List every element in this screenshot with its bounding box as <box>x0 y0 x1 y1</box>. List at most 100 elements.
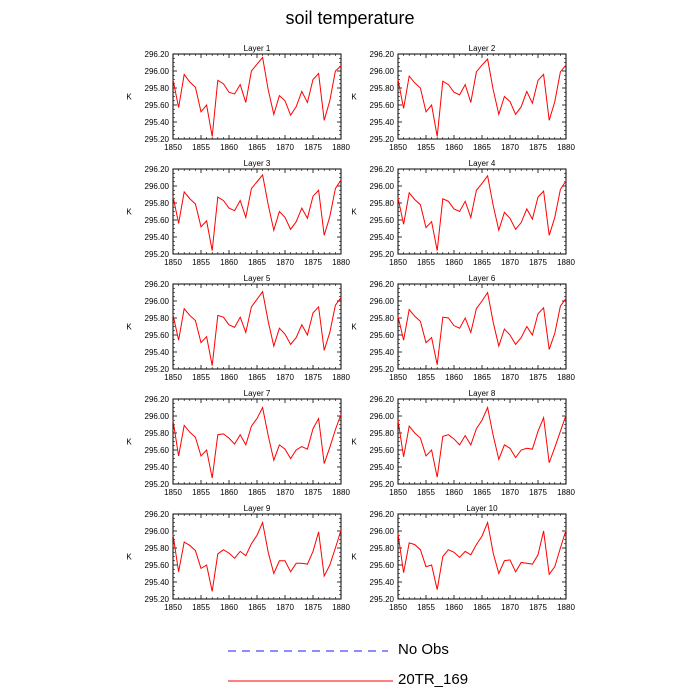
panel-frame <box>172 513 342 600</box>
x-tick-label: 1880 <box>332 258 350 267</box>
x-tick-label: 1870 <box>501 488 519 497</box>
x-tick-label: 1865 <box>248 143 266 152</box>
y-axis-label: K <box>126 208 132 217</box>
x-tick-label: 1850 <box>389 258 407 267</box>
x-tick-label: 1880 <box>332 373 350 382</box>
x-tick-label: 1850 <box>389 603 407 612</box>
x-tick-label: 1880 <box>557 603 575 612</box>
y-axis-label: K <box>351 93 357 102</box>
x-tick-label: 1875 <box>529 143 547 152</box>
x-tick-label: 1875 <box>304 143 322 152</box>
y-tick-label: 295.80 <box>370 429 395 438</box>
panel-frame <box>397 398 567 485</box>
y-tick-label: 296.20 <box>370 395 395 404</box>
y-tick-label: 295.20 <box>145 480 170 489</box>
x-tick-label: 1870 <box>501 603 519 612</box>
x-tick-label: 1865 <box>473 258 491 267</box>
y-tick-label: 296.20 <box>370 280 395 289</box>
x-tick-label: 1875 <box>304 488 322 497</box>
panel-frame <box>397 53 567 140</box>
x-tick-label: 1880 <box>557 373 575 382</box>
x-tick-label: 1875 <box>529 258 547 267</box>
x-tick-label: 1850 <box>389 488 407 497</box>
y-tick-label: 296.20 <box>145 510 170 519</box>
y-tick-label: 295.80 <box>370 84 395 93</box>
y-tick-label: 295.60 <box>370 446 395 455</box>
x-tick-label: 1855 <box>192 603 210 612</box>
panel-frame <box>397 283 567 370</box>
y-axis-label: K <box>351 208 357 217</box>
panel-layer-9: Layer 9 K 1850 1855 1860 1865 1870 1875 1880 295.… <box>126 504 350 612</box>
x-tick-label: 1860 <box>220 143 238 152</box>
panel-title: Layer 5 <box>244 274 271 283</box>
panel-frame <box>172 398 342 485</box>
y-axis-label: K <box>351 323 357 332</box>
series-line-20tr-169 <box>172 56 342 137</box>
y-tick-label: 295.20 <box>370 480 395 489</box>
y-axis-label: K <box>351 438 357 447</box>
y-tick-label: 295.20 <box>145 135 170 144</box>
x-tick-label: 1870 <box>501 373 519 382</box>
y-tick-label: 296.00 <box>145 182 170 191</box>
x-tick-label: 1850 <box>389 143 407 152</box>
y-tick-label: 296.00 <box>370 297 395 306</box>
x-tick-label: 1855 <box>417 488 435 497</box>
y-tick-label: 295.60 <box>145 216 170 225</box>
y-tick-label: 296.00 <box>145 527 170 536</box>
y-axis-label: K <box>351 553 357 562</box>
x-tick-label: 1865 <box>473 488 491 497</box>
panel-layer-3: Layer 3 K 1850 1855 1860 1865 1870 1875 1880 295.… <box>126 159 350 267</box>
y-tick-label: 296.00 <box>370 182 395 191</box>
x-tick-label: 1880 <box>557 143 575 152</box>
y-tick-label: 295.60 <box>145 446 170 455</box>
y-tick-label: 296.20 <box>370 165 395 174</box>
y-tick-label: 295.20 <box>145 595 170 604</box>
x-tick-label: 1860 <box>445 143 463 152</box>
x-tick-label: 1850 <box>389 373 407 382</box>
x-tick-label: 1865 <box>473 143 491 152</box>
series-line-20tr-169 <box>397 58 567 137</box>
x-tick-label: 1860 <box>220 488 238 497</box>
series-line-20tr-169 <box>172 290 342 366</box>
panel-title: Layer 10 <box>466 504 498 513</box>
x-tick-label: 1875 <box>529 603 547 612</box>
page-title: soil temperature <box>285 8 415 28</box>
panel-title: Layer 8 <box>469 389 496 398</box>
y-tick-label: 295.80 <box>145 84 170 93</box>
x-tick-label: 1850 <box>164 258 182 267</box>
x-tick-label: 1850 <box>164 603 182 612</box>
y-tick-label: 296.20 <box>370 50 395 59</box>
y-tick-label: 295.40 <box>145 348 170 357</box>
x-tick-label: 1880 <box>557 258 575 267</box>
y-axis-label: K <box>126 323 132 332</box>
y-tick-label: 296.20 <box>145 50 170 59</box>
x-tick-label: 1855 <box>192 488 210 497</box>
series-line-20tr-169 <box>397 520 567 590</box>
panel-layer-7: Layer 7 K 1850 1855 1860 1865 1870 1875 1880 295.… <box>126 389 350 497</box>
x-tick-label: 1850 <box>164 373 182 382</box>
y-tick-label: 295.40 <box>145 578 170 587</box>
x-tick-label: 1865 <box>248 373 266 382</box>
x-tick-label: 1875 <box>529 373 547 382</box>
panel-layer-10: Layer 10 K 1850 1855 1860 1865 1870 1875 1880 295… <box>351 504 575 612</box>
panel-layer-6: Layer 6 K 1850 1855 1860 1865 1870 1875 1880 295.… <box>351 274 575 382</box>
y-tick-label: 295.40 <box>370 578 395 587</box>
y-axis-label: K <box>126 553 132 562</box>
panel-frame <box>172 283 342 370</box>
y-tick-label: 295.20 <box>370 365 395 374</box>
panel-title: Layer 2 <box>469 44 496 53</box>
x-tick-label: 1865 <box>248 488 266 497</box>
panel-layer-4: Layer 4 K 1850 1855 1860 1865 1870 1875 1880 295.… <box>351 159 575 267</box>
panel-title: Layer 9 <box>244 504 271 513</box>
x-tick-label: 1865 <box>248 258 266 267</box>
x-tick-label: 1880 <box>332 603 350 612</box>
series-line-20tr-169 <box>397 291 567 365</box>
x-tick-label: 1860 <box>220 603 238 612</box>
panel-title: Layer 7 <box>244 389 271 398</box>
y-tick-label: 295.60 <box>145 561 170 570</box>
legend-solid-line <box>228 680 393 682</box>
x-tick-label: 1850 <box>164 143 182 152</box>
y-tick-label: 295.20 <box>370 250 395 259</box>
y-tick-label: 296.00 <box>370 412 395 421</box>
x-tick-label: 1855 <box>417 603 435 612</box>
